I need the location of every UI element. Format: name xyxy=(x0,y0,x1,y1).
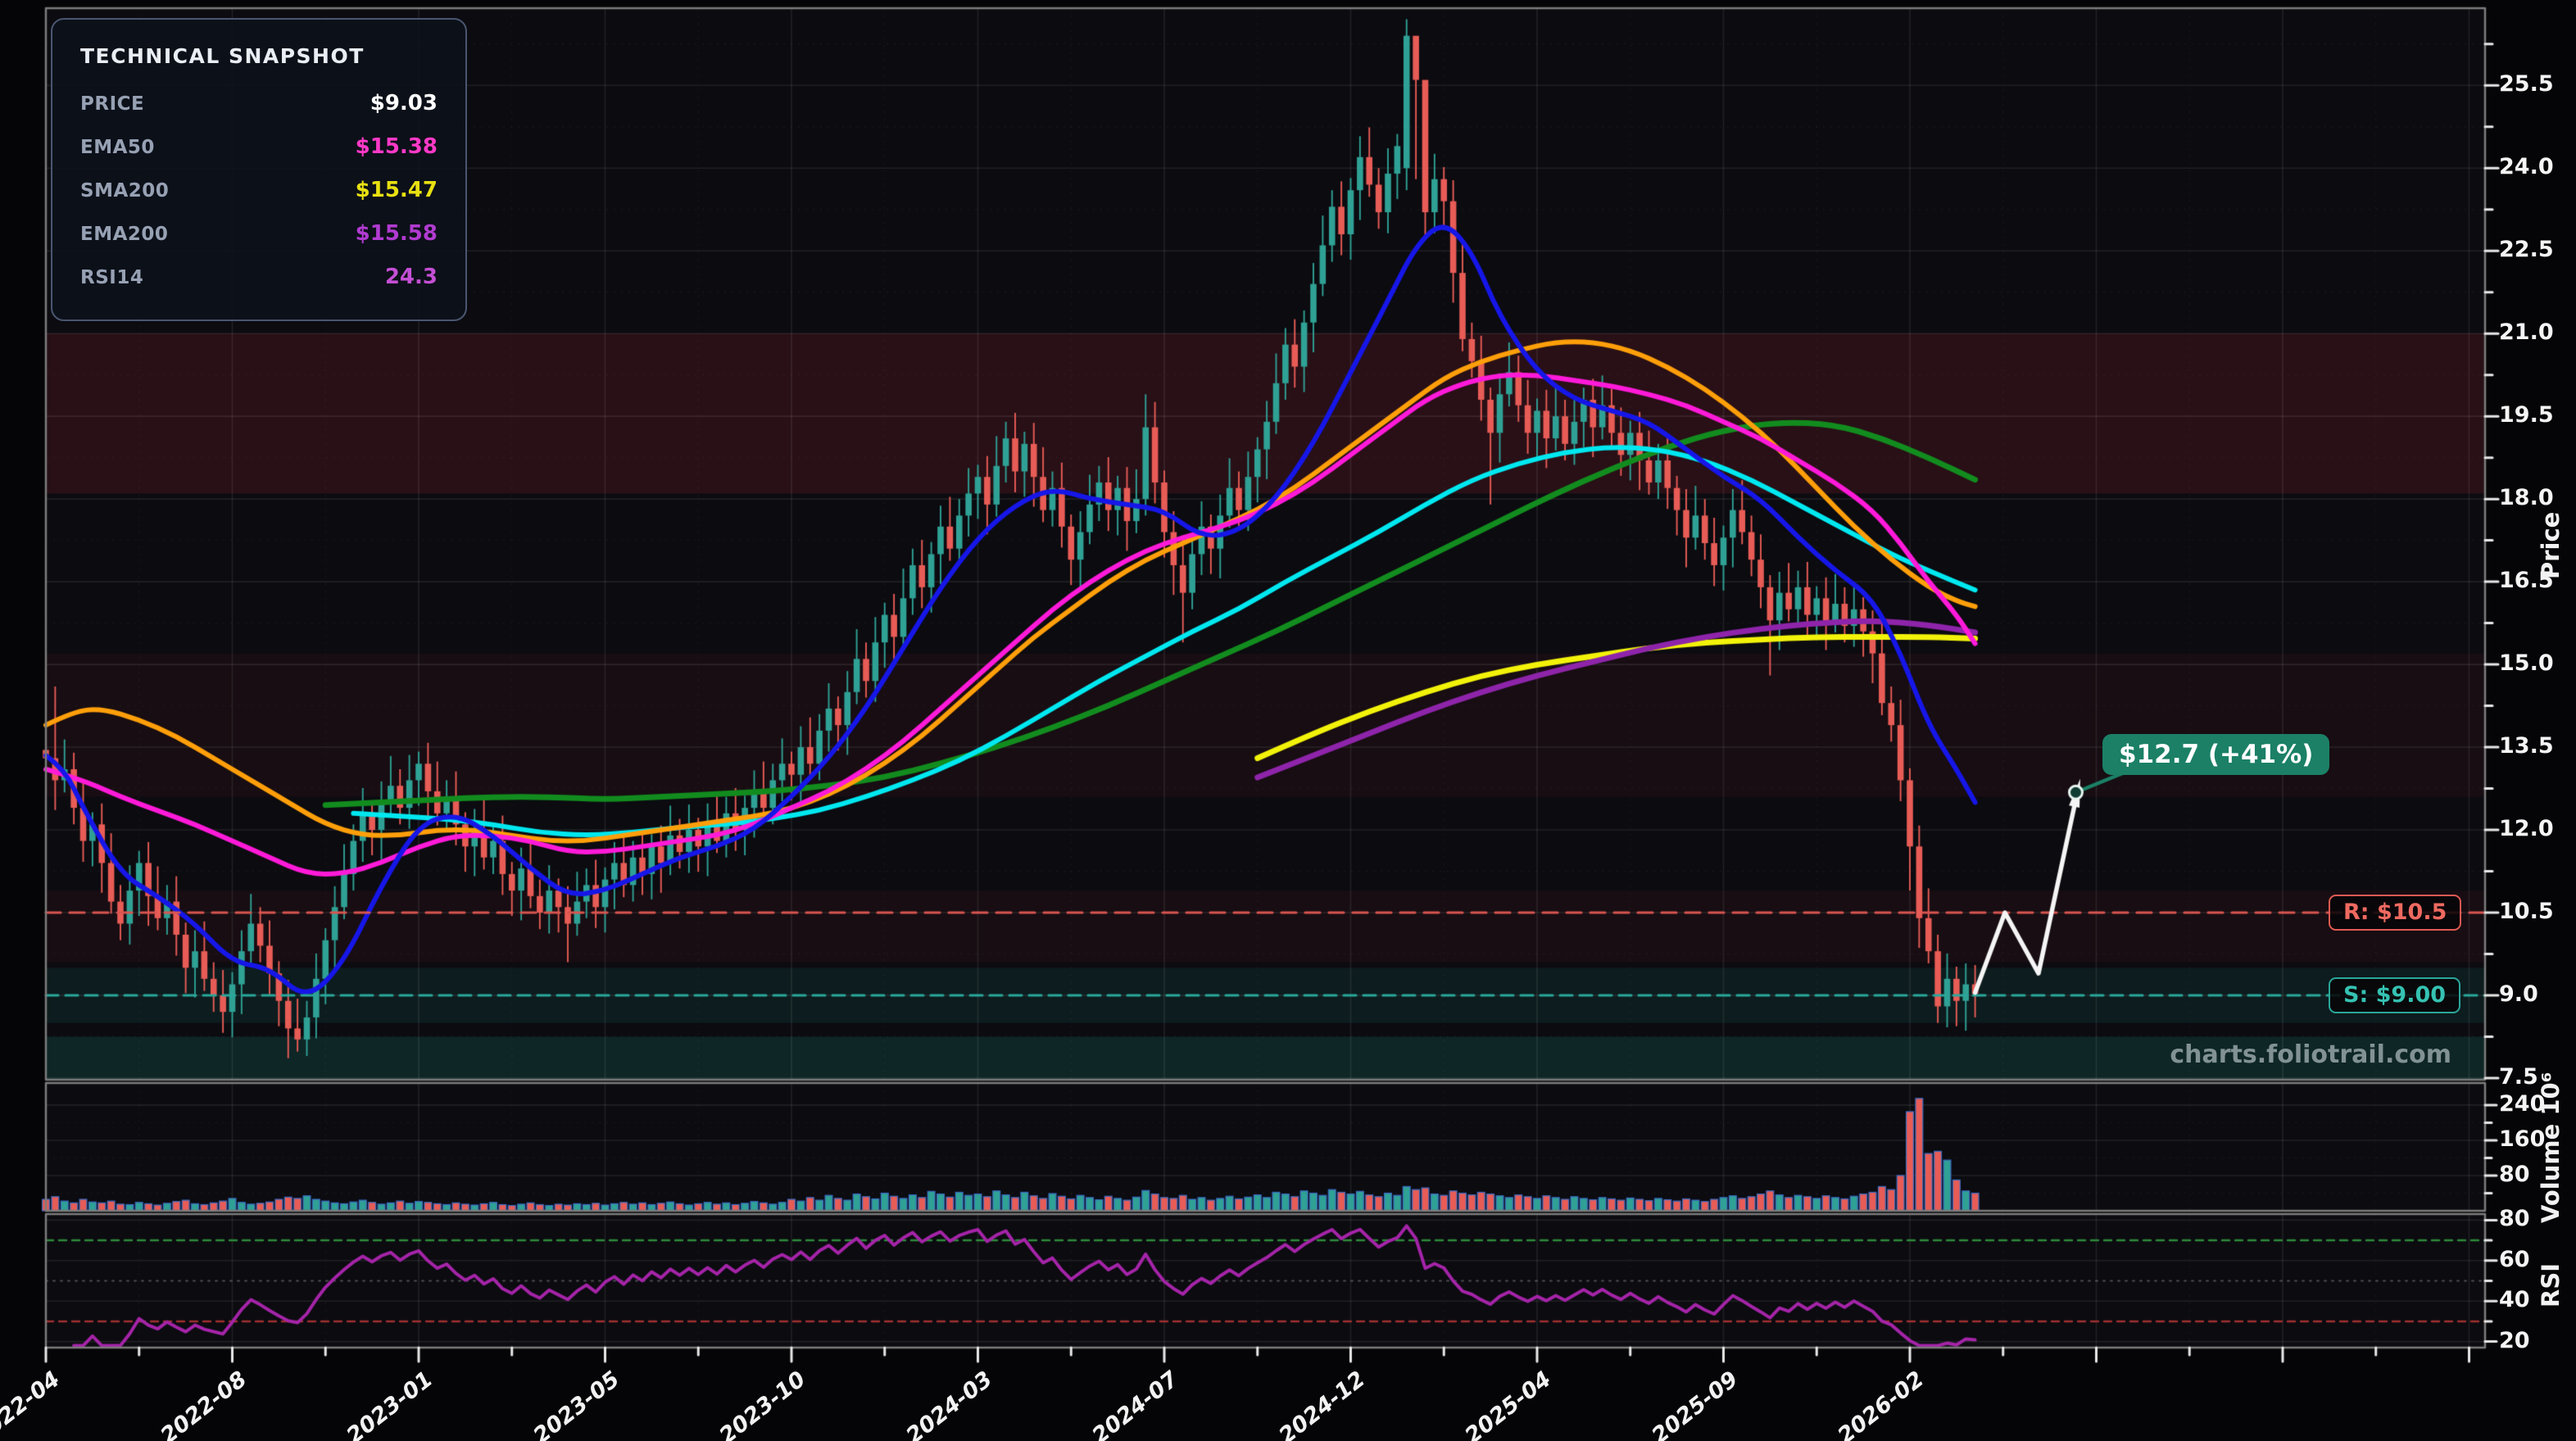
rsi-tick-label: 80 xyxy=(2499,1206,2530,1232)
date-tick-label: 2025-04 xyxy=(1460,1366,1557,1441)
snapshot-title: TECHNICAL SNAPSHOT xyxy=(80,44,365,68)
price-axis-title: Price xyxy=(2537,511,2565,579)
date-tick-label: 2024-03 xyxy=(900,1366,997,1441)
date-tick-label: 2023-05 xyxy=(528,1366,624,1441)
price-tick-label: 9.0 xyxy=(2499,981,2538,1007)
price-tick-label: 19.5 xyxy=(2499,402,2554,428)
snapshot-value: $15.58 xyxy=(355,221,438,246)
snapshot-row-ema50: EMA50 $15.38 xyxy=(80,134,438,178)
date-tick-label: 2024-12 xyxy=(1273,1366,1370,1441)
date-tick-label: 2025-09 xyxy=(1646,1366,1743,1441)
snapshot-label: EMA200 xyxy=(80,224,169,245)
snapshot-row-price: PRICE $9.03 xyxy=(80,91,438,134)
snapshot-value: $15.38 xyxy=(355,134,438,159)
price-tick-label: 13.5 xyxy=(2499,733,2554,759)
rsi-tick-label: 20 xyxy=(2499,1327,2530,1353)
date-tick-label: 2024-07 xyxy=(1087,1366,1184,1441)
price-tick-label: 7.5 xyxy=(2499,1063,2538,1090)
support-level-tag: S: $9.00 xyxy=(2329,977,2461,1013)
date-tick-label: 2023-10 xyxy=(714,1366,811,1441)
price-tick-label: 15.0 xyxy=(2499,650,2554,677)
resistance-level-tag: R: $10.5 xyxy=(2329,895,2462,931)
price-tick-label: 18.0 xyxy=(2499,485,2554,511)
snapshot-value: $15.47 xyxy=(355,178,438,202)
price-tick-label: 16.5 xyxy=(2499,568,2554,594)
rsi-axis-title: RSI xyxy=(2537,1262,2565,1307)
technical-snapshot-panel: TECHNICAL SNAPSHOT PRICE $9.03 EMA50 $15… xyxy=(51,18,467,321)
price-tick-label: 12.0 xyxy=(2499,816,2554,842)
volume-tick-label: 240 xyxy=(2499,1090,2546,1117)
snapshot-value: $9.03 xyxy=(370,91,438,116)
date-tick-label: 2022-04 xyxy=(0,1366,66,1441)
volume-axis-title: Volume 10⁶ xyxy=(2537,1072,2565,1223)
snapshot-row-rsi14: RSI14 24.3 xyxy=(80,265,438,308)
price-tick-label: 21.0 xyxy=(2499,319,2554,346)
snapshot-label: EMA50 xyxy=(80,137,155,158)
price-target-callout: $12.7 (+41%) xyxy=(2102,734,2330,775)
volume-tick-label: 160 xyxy=(2499,1126,2546,1152)
price-tick-label: 22.5 xyxy=(2499,237,2554,263)
snapshot-row-ema200: EMA200 $15.58 xyxy=(80,221,438,265)
price-tick-label: 25.5 xyxy=(2499,71,2554,97)
snapshot-value: 24.3 xyxy=(384,265,438,289)
volume-tick-label: 80 xyxy=(2499,1161,2530,1187)
snapshot-label: SMA200 xyxy=(80,180,170,202)
price-tick-label: 10.5 xyxy=(2499,899,2554,925)
snapshot-label: RSI14 xyxy=(80,267,144,288)
snapshot-label: PRICE xyxy=(80,93,145,115)
watermark: charts.foliotrail.com xyxy=(2170,1040,2451,1069)
rsi-tick-label: 60 xyxy=(2499,1246,2530,1272)
date-tick-label: 2026-02 xyxy=(1833,1366,1930,1441)
price-tick-label: 24.0 xyxy=(2499,154,2554,180)
rsi-tick-label: 40 xyxy=(2499,1287,2530,1313)
date-tick-label: 2023-01 xyxy=(342,1366,438,1441)
date-tick-label: 2022-08 xyxy=(155,1366,252,1441)
snapshot-row-sma200: SMA200 $15.47 xyxy=(80,178,438,221)
